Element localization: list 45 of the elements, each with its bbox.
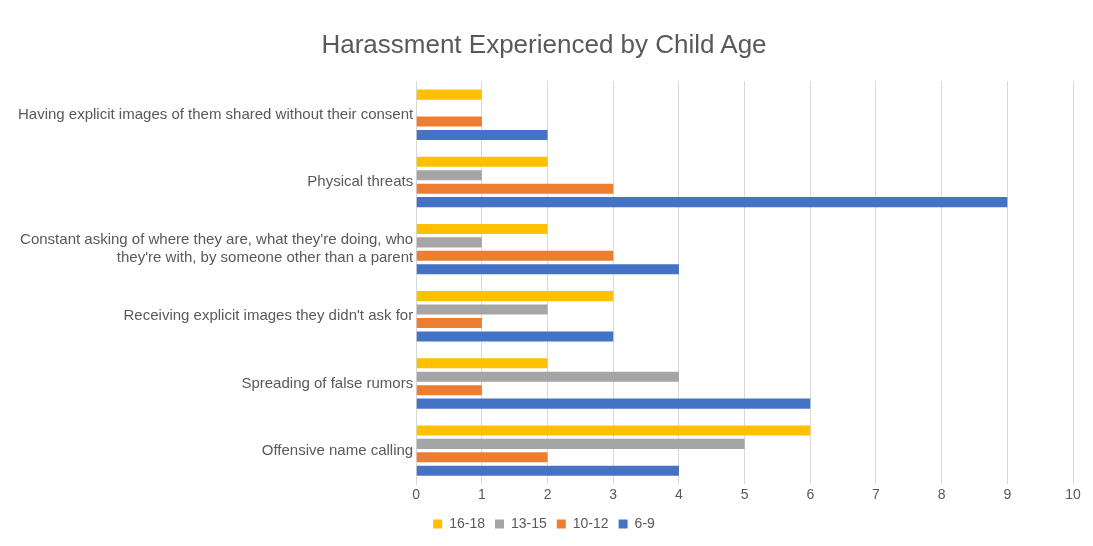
bar (416, 223, 548, 234)
x-tick-label: 5 (740, 486, 749, 503)
bar (416, 465, 679, 476)
bar (416, 250, 614, 261)
bar (416, 264, 679, 275)
bar (416, 385, 482, 396)
bar (416, 317, 482, 329)
y-tick-label: Having explicit images of them shared without their consent (18, 104, 415, 122)
chart-title: Harassment Experienced by Child Age (321, 28, 767, 59)
bar (416, 358, 548, 369)
x-tick-label: 2 (543, 486, 552, 503)
bar (416, 237, 482, 248)
x-tick-label: 10 (1065, 486, 1081, 503)
bar (416, 116, 482, 127)
x-tick-label: 8 (937, 486, 946, 503)
x-tick-label: 3 (609, 486, 618, 503)
bar (416, 331, 614, 342)
bar (416, 304, 548, 315)
bar (416, 89, 482, 100)
x-tick-label: 6 (806, 486, 815, 503)
x-tick-label: 0 (412, 486, 421, 503)
legend-label: 6-9 (634, 514, 656, 531)
bar (416, 371, 679, 382)
legend-label: 10-12 (572, 514, 609, 531)
legend-label: 13-15 (510, 514, 547, 531)
x-tick-label: 1 (477, 486, 486, 503)
bar (416, 425, 811, 436)
bar (416, 129, 548, 140)
bar (416, 183, 614, 194)
bar (416, 156, 548, 167)
y-tick-label: Receiving explicit images they didn't ask for (123, 306, 414, 324)
x-tick-label: 9 (1003, 486, 1012, 503)
y-tick-label: Spreading of false rumors (241, 373, 414, 391)
y-tick-label: Physical threats (307, 172, 414, 190)
bar (416, 452, 548, 463)
bar (416, 291, 614, 302)
legend-label: 16-18 (449, 514, 486, 531)
bar (416, 170, 482, 181)
bar (416, 438, 745, 449)
y-tick-label: Offensive name calling (261, 440, 414, 458)
y-tick-label: Constant asking of where they are, what they're doing, who they're with, by someone other than a parent (20, 230, 415, 266)
x-tick-label: 4 (675, 486, 684, 503)
x-tick-label: 7 (872, 486, 881, 503)
bar (416, 197, 1008, 208)
bar (416, 398, 811, 409)
